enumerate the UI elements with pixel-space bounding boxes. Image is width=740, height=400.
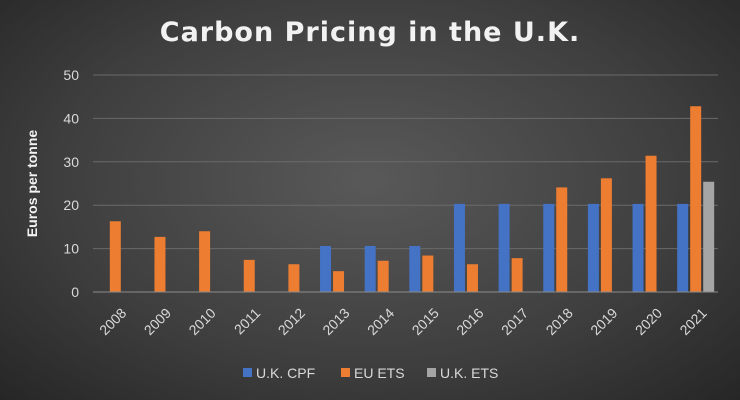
y-axis-title: Euros per tonne bbox=[24, 130, 40, 238]
legend-label-u-k-cpf: U.K. CPF bbox=[256, 365, 315, 381]
x-tick-label-2021: 2021 bbox=[676, 305, 709, 338]
chart-title: Carbon Pricing in the U.K. bbox=[160, 17, 581, 48]
legend-label-u-k-ets: U.K. ETS bbox=[440, 365, 498, 381]
bar-eu-ets-2017 bbox=[511, 258, 523, 292]
legend-swatch-u-k-ets bbox=[427, 368, 436, 377]
bar-eu-ets-2009 bbox=[154, 236, 166, 292]
bar-u-k-cpf-2016 bbox=[453, 203, 465, 292]
bar-u-k-cpf-2019 bbox=[587, 203, 599, 292]
x-tick-label-2008: 2008 bbox=[96, 305, 129, 338]
bar-eu-ets-2008 bbox=[109, 221, 121, 292]
y-tick-label-0: 0 bbox=[71, 284, 79, 300]
x-tick-label-2015: 2015 bbox=[409, 305, 442, 338]
gridlines bbox=[93, 74, 718, 250]
bar-eu-ets-2012 bbox=[288, 264, 300, 292]
bar-eu-ets-2021 bbox=[690, 106, 702, 292]
legend: U.K. CPF EU ETS U.K. ETS bbox=[243, 365, 498, 381]
bar-eu-ets-2018 bbox=[556, 187, 568, 292]
bar-eu-ets-2019 bbox=[600, 178, 612, 292]
x-tick-label-2012: 2012 bbox=[275, 305, 308, 338]
bar-u-k-cpf-2013 bbox=[320, 245, 332, 292]
x-tick-label-2018: 2018 bbox=[543, 305, 576, 338]
x-tick-label-2017: 2017 bbox=[498, 305, 531, 338]
x-axis-ticks: 2008 2009 2010 2011 2012 2013 2014 2015 2016 2017… bbox=[96, 305, 710, 338]
x-tick-label-2010: 2010 bbox=[185, 305, 218, 338]
legend-swatch-u-k-cpf bbox=[243, 368, 252, 377]
legend-swatch-eu-ets bbox=[341, 368, 350, 377]
x-tick-label-2011: 2011 bbox=[231, 305, 264, 338]
bars bbox=[109, 106, 715, 292]
bar-u-k-cpf-2015 bbox=[409, 245, 421, 292]
x-tick-label-2020: 2020 bbox=[632, 305, 665, 338]
bar-eu-ets-2010 bbox=[199, 231, 211, 292]
bar-u-k-ets-2021 bbox=[703, 181, 715, 292]
y-tick-label-20: 20 bbox=[63, 197, 79, 213]
bar-u-k-cpf-2018 bbox=[543, 203, 555, 292]
bar-eu-ets-2014 bbox=[377, 260, 389, 292]
bar-u-k-cpf-2020 bbox=[632, 203, 644, 292]
bar-eu-ets-2011 bbox=[243, 259, 255, 292]
bar-eu-ets-2016 bbox=[466, 264, 478, 292]
bar-u-k-cpf-2014 bbox=[364, 245, 376, 292]
bar-eu-ets-2020 bbox=[645, 155, 657, 292]
bar-u-k-cpf-2017 bbox=[498, 203, 510, 292]
bar-u-k-cpf-2021 bbox=[677, 203, 689, 292]
bar-eu-ets-2013 bbox=[333, 271, 345, 292]
x-tick-label-2013: 2013 bbox=[319, 305, 352, 338]
y-tick-label-30: 30 bbox=[63, 154, 79, 170]
y-tick-label-10: 10 bbox=[63, 241, 79, 257]
bar-eu-ets-2015 bbox=[422, 255, 434, 292]
legend-label-eu-ets: EU ETS bbox=[354, 365, 405, 381]
y-axis-ticks: 0 10 20 30 40 50 bbox=[63, 67, 79, 300]
x-tick-label-2009: 2009 bbox=[141, 305, 174, 338]
x-tick-label-2016: 2016 bbox=[453, 305, 486, 338]
x-tick-label-2019: 2019 bbox=[587, 305, 620, 338]
x-tick-label-2014: 2014 bbox=[364, 305, 397, 338]
y-tick-label-50: 50 bbox=[63, 67, 79, 83]
y-tick-label-40: 40 bbox=[63, 110, 79, 126]
